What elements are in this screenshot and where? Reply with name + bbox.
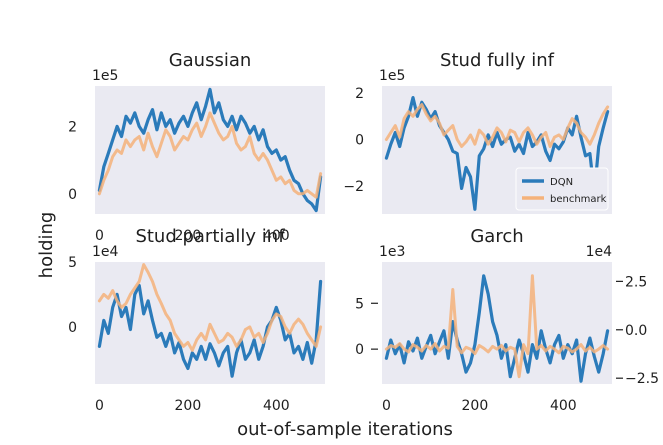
y-scale-label: 1e5: [379, 68, 405, 84]
panel-title: Gaussian: [169, 50, 252, 71]
plot-area: [95, 86, 325, 214]
y-right-tick-label: 2.5: [625, 274, 647, 290]
series-line-dqn: [97, 87, 323, 213]
x-tick-label: 200: [175, 398, 202, 414]
y-scale-label: 1e5: [92, 68, 118, 84]
y-right-tick-label: −2.5: [625, 371, 659, 387]
y-tick-label: 0: [355, 342, 364, 358]
x-tick-label: 400: [550, 398, 577, 414]
y-tick-label: 0: [68, 187, 77, 203]
y-tick-label: 0: [68, 320, 77, 336]
panel-title: Stud partially inf: [135, 226, 285, 247]
panel-title: Garch: [470, 226, 523, 247]
x-tick-label: 400: [263, 228, 290, 244]
x-tick-label: 200: [175, 228, 202, 244]
x-tick-label: 0: [382, 398, 391, 414]
x-tick-label: 200: [462, 398, 489, 414]
panel-title: Stud fully inf: [440, 50, 555, 71]
legend-label: benchmark: [550, 194, 607, 205]
y-right-scale-label: 1e4: [586, 244, 613, 260]
x-tick-label: 400: [263, 398, 290, 414]
series-line-benchmark: [384, 103, 610, 148]
y-tick-label: 0: [355, 133, 364, 149]
y-tick-label: 2: [355, 86, 364, 102]
series-line-dqn: [97, 279, 323, 378]
x-tick-label: 0: [95, 398, 104, 414]
plot-area: [382, 262, 612, 384]
y-scale-label: 1e4: [92, 244, 119, 260]
x-axis-label: out-of-sample iterations: [237, 419, 453, 440]
y-right-tick-label: 0.0: [625, 323, 647, 339]
x-tick-label: 0: [95, 228, 104, 244]
y-axis-label: holding: [36, 212, 57, 279]
y-scale-label: 1e3: [379, 244, 405, 260]
series-line-benchmark: [97, 111, 323, 199]
y-tick-label: 5: [68, 255, 77, 271]
legend-label: DQN: [550, 177, 573, 188]
y-tick-label: 2: [68, 119, 77, 135]
y-tick-label: −2: [343, 179, 364, 195]
series-line-benchmark: [384, 274, 610, 379]
y-tick-label: 5: [355, 296, 364, 312]
series-line-benchmark: [97, 263, 323, 352]
